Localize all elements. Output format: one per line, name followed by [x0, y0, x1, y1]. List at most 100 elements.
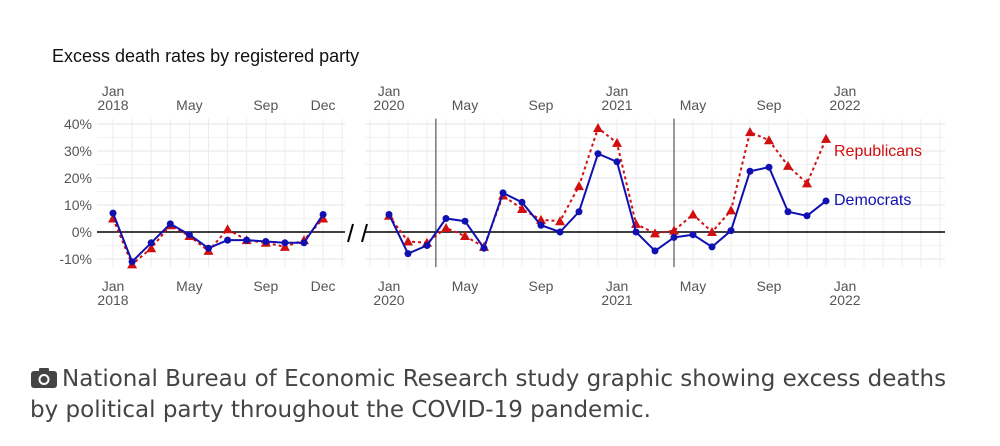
- x-tick-bottom-label: May: [452, 278, 478, 294]
- photo-caption: National Bureau of Economic Research stu…: [30, 364, 950, 426]
- democrats-point: [594, 150, 602, 158]
- axis-break-mark: [361, 223, 368, 243]
- democrats-point: [281, 239, 289, 247]
- x-tick-top-year: 2022: [829, 97, 860, 113]
- legend-label-republicans: Republicans: [834, 143, 922, 160]
- x-tick-bottom-label: Sep: [757, 278, 782, 294]
- democrats-point: [480, 244, 488, 252]
- democrats-point: [423, 242, 431, 249]
- x-tick-top-label: Sep: [529, 97, 554, 113]
- x-tick-bottom-label: Jan: [834, 278, 857, 294]
- x-tick-bottom-year: 2022: [829, 292, 860, 308]
- republicans-point: [764, 135, 774, 145]
- chart-title: Excess death rates by registered party: [52, 46, 359, 66]
- democrats-point: [689, 231, 697, 239]
- democrats-point: [262, 237, 270, 245]
- x-tick-top-year: 2021: [601, 97, 632, 113]
- democrats-point: [822, 197, 830, 205]
- democrats-point: [205, 244, 212, 252]
- camera-icon: [31, 368, 57, 388]
- democrats-point: [708, 243, 716, 251]
- x-tick-bottom-label: May: [176, 278, 202, 294]
- democrats-point: [499, 189, 507, 197]
- republicans-point: [669, 225, 679, 235]
- democrats-point: [803, 212, 811, 220]
- series-line-democrats: [112, 212, 324, 264]
- series-line-republicans: [388, 126, 827, 249]
- democrats-point: [109, 209, 117, 217]
- x-tick-top-label: Jan: [834, 83, 857, 99]
- democrats-point: [385, 210, 393, 218]
- republicans-point: [318, 213, 329, 223]
- republicans-point: [403, 236, 413, 246]
- democrats-point: [651, 247, 659, 255]
- x-tick-top-year: 2020: [373, 97, 404, 113]
- republicans-point: [460, 231, 470, 241]
- x-tick-bottom-label: Jan: [606, 278, 629, 294]
- democrats-point: [243, 236, 251, 244]
- caption-text: National Bureau of Economic Research stu…: [30, 366, 947, 423]
- x-tick-bottom-year: 2020: [373, 292, 404, 308]
- democrats-point: [727, 227, 735, 235]
- democrats-point: [613, 158, 621, 166]
- x-tick-bottom-label: May: [680, 278, 706, 294]
- republicans-point: [783, 160, 793, 170]
- republicans-point: [726, 205, 736, 215]
- democrats-point: [166, 220, 174, 228]
- x-tick-top-label: Dec: [311, 97, 336, 113]
- republicans-point: [146, 243, 157, 253]
- x-tick-bottom-label: Jan: [378, 278, 401, 294]
- republicans-point: [555, 216, 565, 226]
- x-tick-top-label: May: [452, 97, 478, 113]
- republicans-point: [802, 178, 812, 188]
- x-tick-top-label: Jan: [606, 83, 629, 99]
- democrats-point: [300, 239, 308, 247]
- democrats-point: [404, 250, 412, 258]
- republicans-point: [574, 181, 584, 191]
- republicans-point: [612, 137, 622, 147]
- republicans-point: [821, 133, 831, 143]
- x-tick-top-label: Jan: [102, 83, 125, 99]
- democrats-point: [128, 258, 136, 266]
- y-tick-label: 20%: [64, 170, 92, 186]
- y-tick-label: 40%: [64, 116, 92, 132]
- x-tick-top-label: May: [680, 97, 706, 113]
- democrats-point: [575, 208, 583, 216]
- y-tick-label: 30%: [64, 143, 92, 159]
- republicans-point: [707, 227, 717, 236]
- x-tick-top-year: 2018: [97, 97, 128, 113]
- democrats-point: [765, 163, 773, 171]
- series-line-republicans: [112, 217, 324, 267]
- excess-death-chart: Excess death rates by registered party J…: [52, 46, 945, 308]
- x-tick-top-label: Sep: [253, 97, 278, 113]
- republicans-point: [650, 228, 660, 238]
- democrats-point: [319, 210, 327, 218]
- republicans-point: [745, 127, 755, 137]
- x-tick-bottom-label: Sep: [529, 278, 554, 294]
- y-tick-label: 0%: [72, 224, 92, 240]
- democrats-point: [461, 217, 469, 225]
- y-tick-label: -10%: [59, 251, 92, 267]
- x-tick-bottom-label: Dec: [311, 278, 336, 294]
- democrats-point: [185, 231, 193, 239]
- democrats-point: [784, 208, 792, 216]
- democrats-point: [746, 167, 754, 175]
- democrats-point: [537, 221, 545, 229]
- x-tick-bottom-label: Jan: [102, 278, 125, 294]
- republicans-point: [688, 209, 698, 219]
- axis-break-mark: [347, 223, 354, 243]
- democrats-point: [518, 198, 526, 206]
- democrats-point: [670, 233, 678, 241]
- x-tick-top-label: Sep: [757, 97, 782, 113]
- legend-label-democrats: Democrats: [834, 192, 911, 209]
- y-tick-label: 10%: [64, 197, 92, 213]
- republicans-point: [222, 224, 233, 234]
- democrats-point: [224, 236, 232, 244]
- republicans-point: [441, 222, 451, 232]
- republicans-point: [517, 204, 527, 214]
- democrats-point: [147, 239, 155, 247]
- series-line-democrats: [388, 152, 827, 255]
- democrats-point: [632, 228, 640, 236]
- democrats-point: [556, 228, 564, 236]
- democrats-point: [442, 215, 450, 222]
